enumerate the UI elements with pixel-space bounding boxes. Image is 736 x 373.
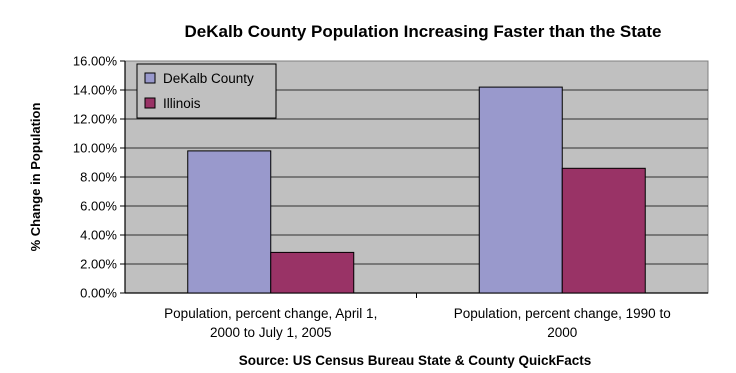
x-category-label: Population, percent change, 1990 to [454, 306, 671, 321]
y-tick-label: 4.00% [80, 228, 117, 243]
bar-dekalb-county [478, 86, 563, 294]
bar-dekalb-county [187, 150, 272, 294]
x-category-label: Population, percent change, April 1, [164, 306, 377, 321]
legend-box [136, 63, 277, 119]
x-axis-categories: Population, percent change, April 1, 2000… [164, 306, 671, 340]
legend-swatch [144, 72, 156, 84]
y-tick-label: 6.00% [80, 199, 117, 214]
chart-title: DeKalb County Population Increasing Fast… [184, 22, 661, 41]
y-tick-label: 8.00% [80, 170, 117, 185]
y-tick-label: 16.00% [73, 54, 118, 69]
y-axis-ticks: 0.00% 2.00% 4.00% 6.00% 8.00% 10.00% 12.00% 14.… [73, 54, 125, 301]
y-axis-title: % Change in Population [28, 103, 43, 252]
x-category-label: 2000 [547, 325, 577, 340]
y-tick-label: 12.00% [73, 112, 118, 127]
x-axis-title: Source: US Census Bureau State & County … [239, 353, 592, 368]
y-tick-label: 10.00% [73, 141, 118, 156]
bar-illinois [270, 251, 355, 294]
y-tick-label: 2.00% [80, 257, 117, 272]
y-tick-label: 14.00% [73, 83, 118, 98]
bar-illinois [561, 167, 646, 294]
legend-label: DeKalb County [163, 71, 254, 86]
y-tick-label: 0.00% [80, 286, 117, 301]
legend-swatch [144, 97, 156, 109]
legend-label: Illinois [163, 96, 201, 111]
bars [187, 86, 646, 298]
legend: DeKalb County Illinois [136, 63, 277, 119]
x-category-label: 2000 to July 1, 2005 [210, 325, 332, 340]
